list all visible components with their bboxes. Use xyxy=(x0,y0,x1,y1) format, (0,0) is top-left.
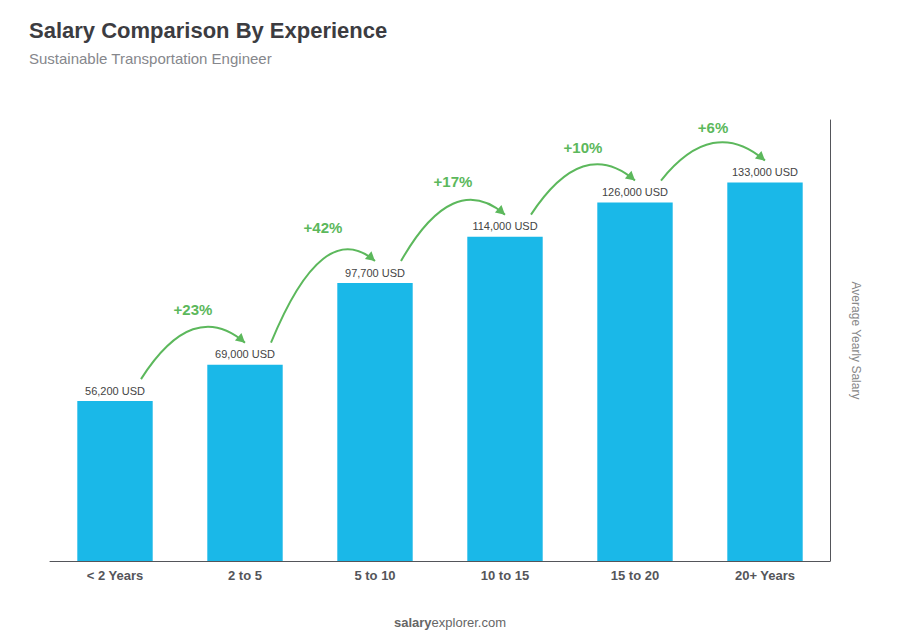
svg-text:Average Yearly Salary: Average Yearly Salary xyxy=(849,282,863,400)
svg-text:salary: salary xyxy=(394,615,432,630)
svg-text:20+ Years: 20+ Years xyxy=(735,568,795,583)
svg-text:56,200 USD: 56,200 USD xyxy=(85,385,145,397)
svg-text:+23%: +23% xyxy=(174,301,213,318)
svg-text:69,000 USD: 69,000 USD xyxy=(215,348,275,360)
svg-text:explorer.com: explorer.com xyxy=(432,615,506,630)
svg-text:133,000 USD: 133,000 USD xyxy=(732,166,798,178)
svg-text:97,700 USD: 97,700 USD xyxy=(345,267,405,279)
svg-text:+17%: +17% xyxy=(434,173,473,190)
svg-text:15 to 20: 15 to 20 xyxy=(611,568,659,583)
svg-text:Sustainable Transportation Eng: Sustainable Transportation Engineer xyxy=(29,50,272,67)
svg-text:114,000 USD: 114,000 USD xyxy=(472,220,537,232)
svg-text:+10%: +10% xyxy=(564,139,603,156)
svg-text:Salary Comparison By Experienc: Salary Comparison By Experience xyxy=(29,18,387,43)
svg-text:< 2 Years: < 2 Years xyxy=(87,568,144,583)
svg-text:+6%: +6% xyxy=(698,119,728,136)
svg-text:2 to 5: 2 to 5 xyxy=(228,568,262,583)
svg-text:5 to 10: 5 to 10 xyxy=(354,568,395,583)
svg-text:126,000 USD: 126,000 USD xyxy=(602,186,668,198)
svg-text:+42%: +42% xyxy=(304,219,343,236)
svg-text:10 to 15: 10 to 15 xyxy=(481,568,529,583)
